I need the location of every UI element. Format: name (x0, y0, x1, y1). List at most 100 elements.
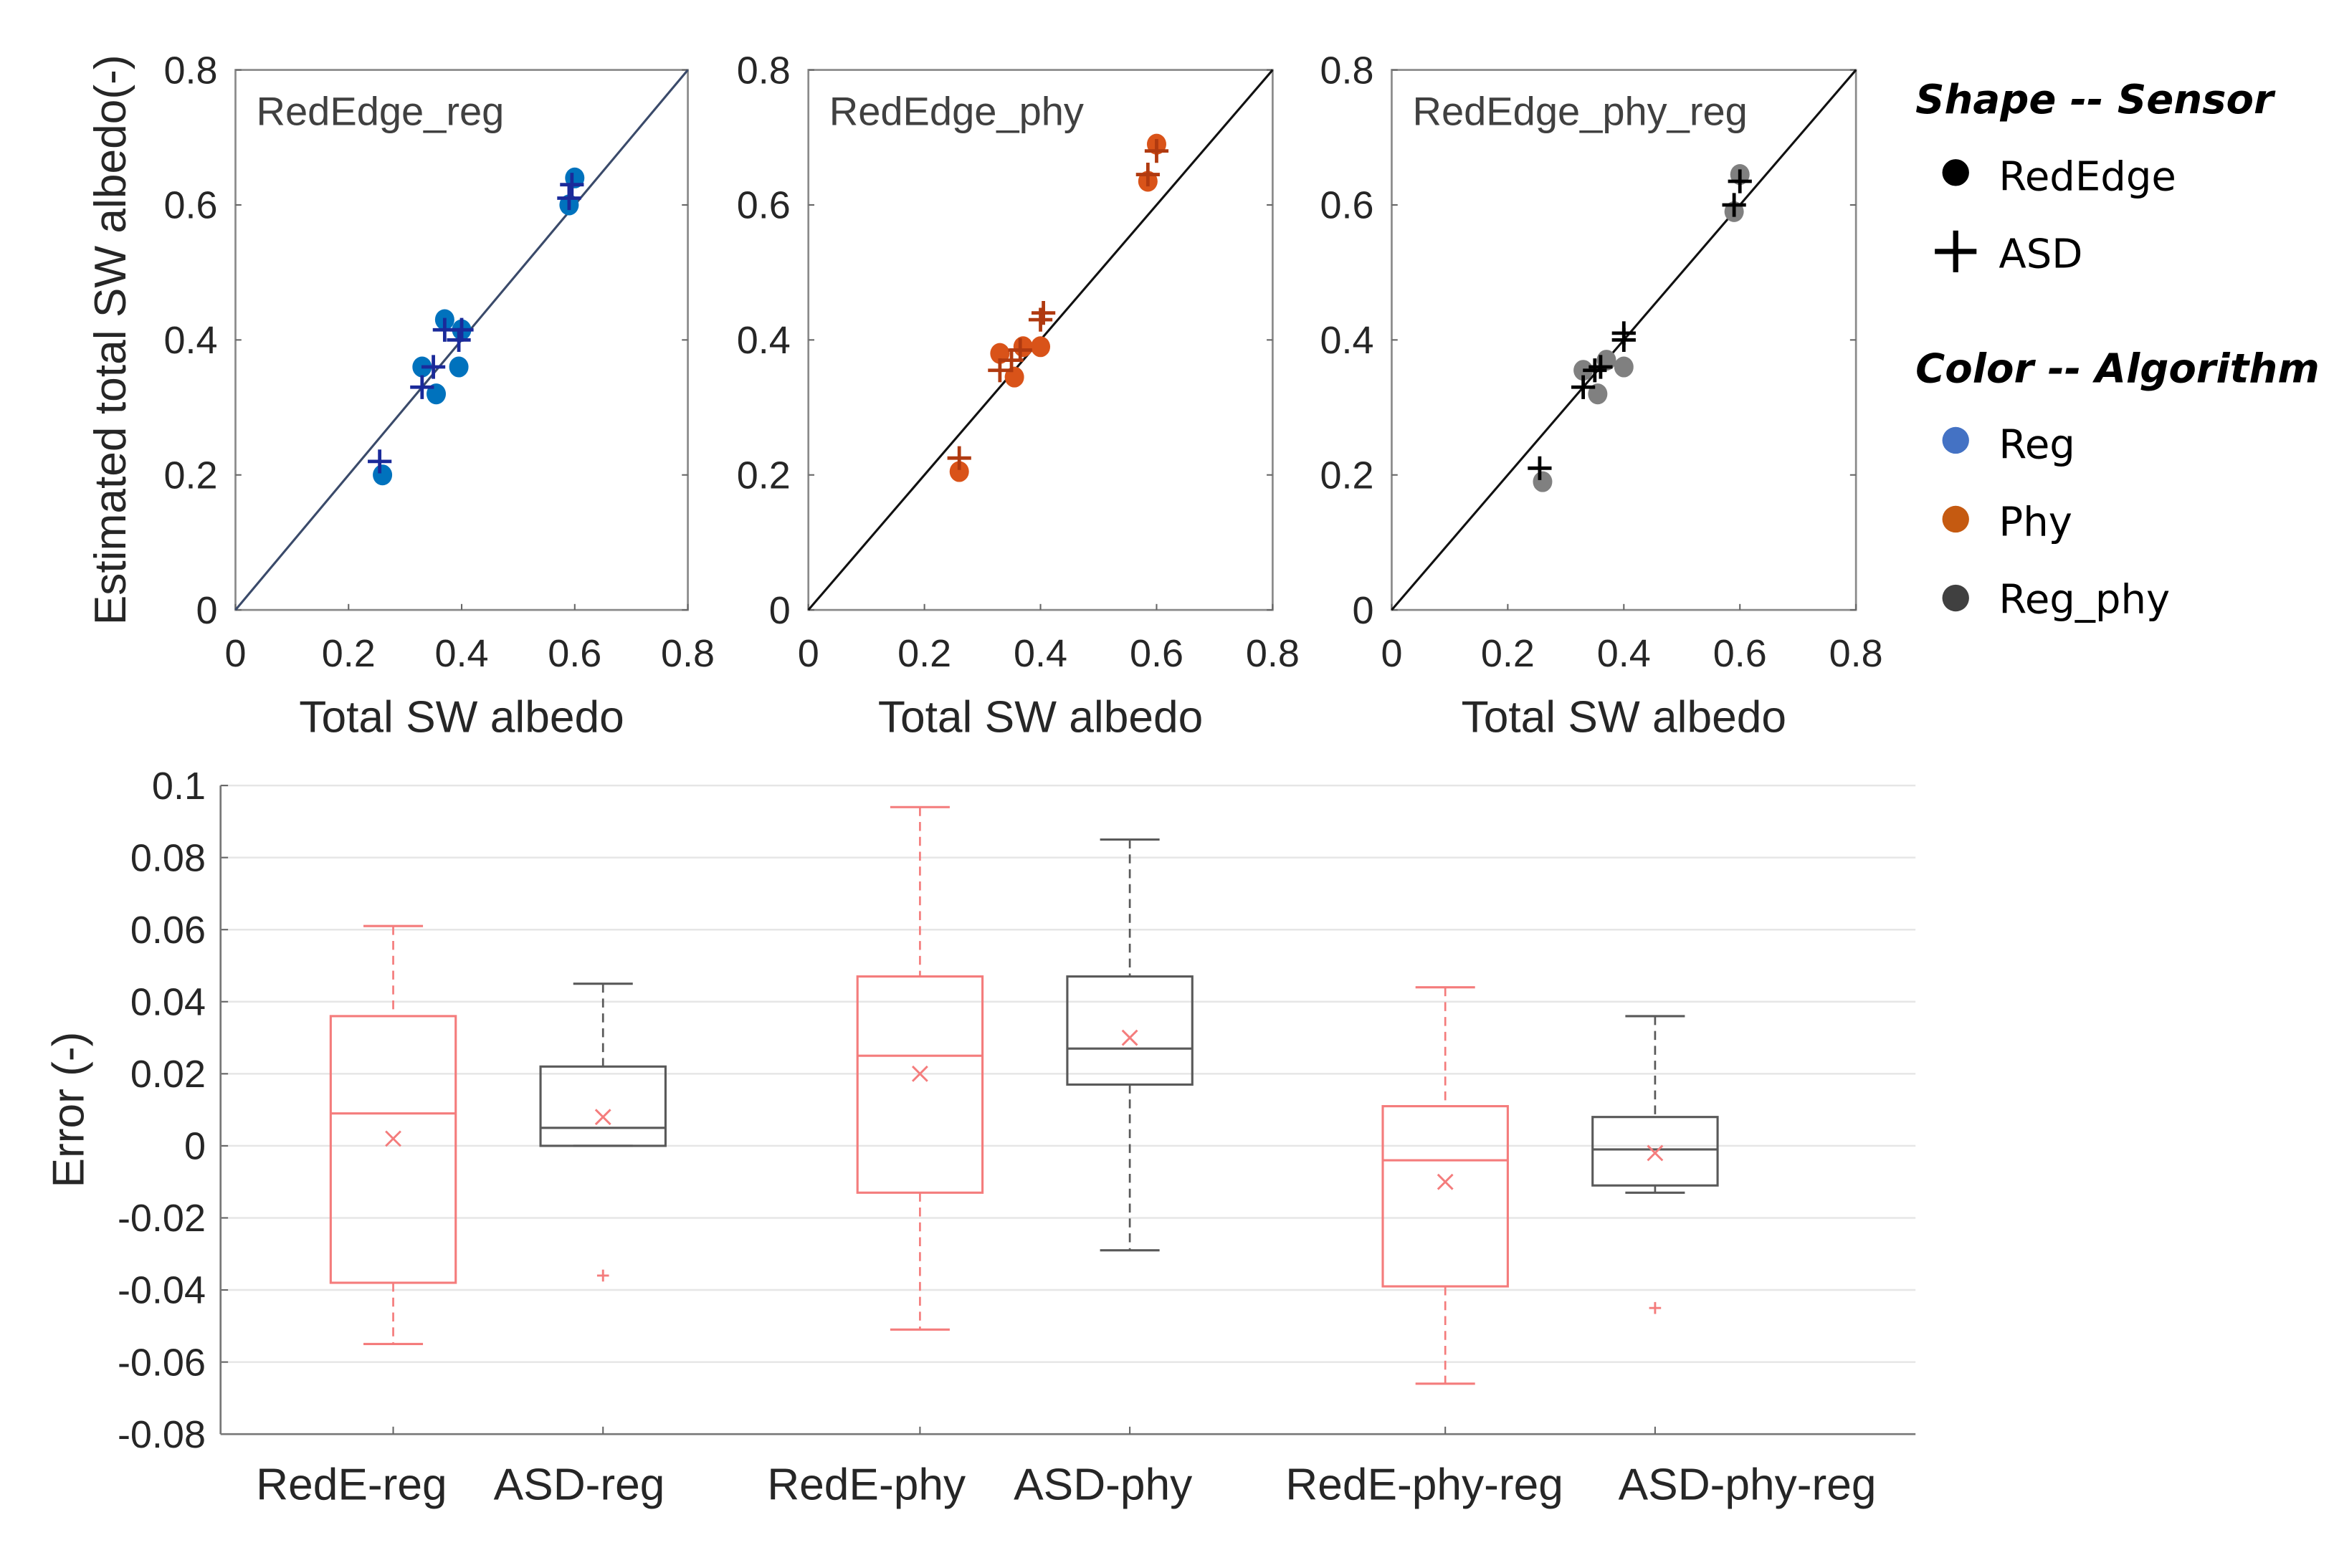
y-tick-label: -0.04 (118, 1269, 206, 1312)
asd-point (1583, 358, 1607, 383)
x-tick-label: 0.2 (1481, 632, 1535, 675)
panel-title: RedEdge_reg (257, 88, 505, 133)
y-tick-label: 0 (184, 1125, 206, 1168)
x-tick-label: 0 (798, 632, 819, 675)
panel-title: RedEdge_phy_reg (1413, 88, 1748, 133)
y-tick-label: 0.4 (737, 319, 791, 362)
rededge-point (949, 461, 969, 482)
y-tick-label: -0.06 (118, 1341, 206, 1384)
outlier-marker (596, 1269, 609, 1282)
rededge-point (1614, 356, 1634, 378)
x-axis-label: Total SW albedo (1462, 692, 1786, 742)
panel-title: RedEdge_phy (829, 88, 1084, 133)
rededge-point (449, 356, 469, 378)
category-label: ASD-phy-reg (1619, 1461, 1877, 1510)
box-plot: 0.1 0.08 0.06 0.04 0.02 0 -0.02 -0.04 -0.06 -0.08… (44, 765, 1916, 1456)
iqr-box (1381, 1105, 1509, 1288)
y-tick-label: 0.6 (737, 184, 791, 227)
outlier-marker (1649, 1301, 1662, 1314)
asd-point (1611, 321, 1636, 345)
x-tick-label: 0.2 (897, 632, 951, 675)
legend-reg-swatch (1942, 426, 1969, 454)
legend-dot-marker (1942, 159, 1969, 186)
legend-plus-marker (1935, 230, 1977, 272)
y-tick-label: 0.06 (130, 909, 206, 952)
x-tick-label: 0.4 (1014, 632, 1067, 675)
asd-point (1571, 375, 1596, 399)
x-tick-label: 0.2 (322, 632, 376, 675)
x-tick-label: 0.6 (548, 632, 601, 675)
y-tick-label: 0.4 (1320, 319, 1374, 362)
box-RedE-reg: RedE-reg (256, 924, 457, 1510)
asd-point (1588, 355, 1613, 379)
x-axis-label: Total SW albedo (299, 692, 624, 742)
x-tick-label: 0.8 (661, 632, 715, 675)
asd-point (447, 328, 471, 352)
x-tick-label: 0 (1381, 632, 1402, 675)
y-tick-label: 0.04 (130, 980, 206, 1023)
y-tick-label: 0.6 (1320, 184, 1374, 227)
legend-color-title: Color -- Algorithm (1915, 346, 2320, 393)
asd-point (1031, 301, 1056, 325)
mean-marker (1437, 1173, 1454, 1190)
x-tick-label: 0.6 (1713, 632, 1767, 675)
asd-point (1135, 162, 1160, 187)
iqr-box (1591, 1116, 1719, 1187)
asd-point (557, 186, 581, 211)
y-tick-label: 0.2 (164, 454, 218, 497)
y-tick-label: 0.8 (164, 49, 218, 92)
asd-point (410, 375, 434, 399)
x-tick-label: 0.8 (1246, 632, 1300, 675)
x-tick-label: 0.6 (1130, 632, 1183, 675)
rededge-point (373, 464, 393, 486)
rededge-point (1031, 336, 1051, 358)
y-tick-label: -0.02 (118, 1197, 206, 1240)
y-tick-label: 0.08 (130, 836, 206, 879)
x-tick-label: 0.8 (1829, 632, 1883, 675)
asd-point (560, 173, 584, 197)
y-tick-label: 0.8 (1320, 49, 1374, 92)
legend-regphy-swatch (1942, 584, 1969, 612)
scatter-panel-3: 0 0.2 0.4 0.6 0.8 0 0.2 0.4 0.6 0.8 RedEdge_phy_re… (1320, 49, 1883, 742)
x-axis-label: Total SW albedo (878, 692, 1203, 742)
mean-marker (911, 1065, 928, 1082)
box-ASD-reg: ASD-reg (494, 983, 667, 1510)
iqr-box (539, 1065, 667, 1147)
scatter-panel-1: 0 0.2 0.4 0.6 0.8 0 0.2 0.4 0.6 0.8 RedEdge_reg Tot… (86, 49, 715, 742)
legend: Shape -- Sensor RedEdge ASD Color -- Alg… (1915, 77, 2320, 623)
asd-point (1008, 338, 1032, 363)
y-tick-label: 0.4 (164, 319, 218, 362)
y-tick-label: 0.8 (737, 49, 791, 92)
mean-marker (1121, 1029, 1138, 1046)
y-tick-label: 0 (769, 589, 791, 632)
asd-point (1528, 456, 1552, 480)
y-tick-label: 0.2 (737, 454, 791, 497)
rededge-point (1013, 336, 1033, 358)
y-axis-label: Estimated total SW albedo(-) (86, 54, 135, 625)
asd-point (421, 355, 446, 379)
asd-point (449, 317, 474, 342)
legend-color-regphy: Reg_phy (1999, 576, 2170, 623)
y-tick-label: 0.2 (1320, 454, 1374, 497)
y-tick-label: -0.08 (118, 1413, 206, 1456)
y-tick-label: 0.6 (164, 184, 218, 227)
asd-point (1722, 193, 1746, 217)
box-ASD-phy-reg: ASD-phy-reg (1591, 1015, 1877, 1510)
iqr-box (856, 975, 984, 1194)
legend-shape-title: Shape -- Sensor (1915, 77, 2276, 123)
category-label: ASD-reg (494, 1461, 665, 1510)
x-tick-label: 0 (224, 632, 246, 675)
asd-point (1144, 138, 1169, 163)
legend-color-phy: Phy (1999, 499, 2072, 545)
asd-point (368, 449, 392, 474)
y-tick-label: 0.02 (130, 1053, 206, 1096)
scatter-panel-2: 0 0.2 0.4 0.6 0.8 0 0.2 0.4 0.6 0.8 RedEdge_phy Tot… (737, 49, 1300, 742)
legend-color-reg: Reg (1999, 421, 2075, 468)
y-tick-label: 0.1 (152, 765, 206, 808)
iqr-box (329, 1015, 457, 1284)
mean-marker (385, 1130, 401, 1147)
category-label: RedE-phy-reg (1285, 1461, 1563, 1510)
mean-marker (594, 1109, 611, 1126)
rededge-point (1533, 471, 1553, 492)
y-tick-label: 0 (1353, 589, 1374, 632)
